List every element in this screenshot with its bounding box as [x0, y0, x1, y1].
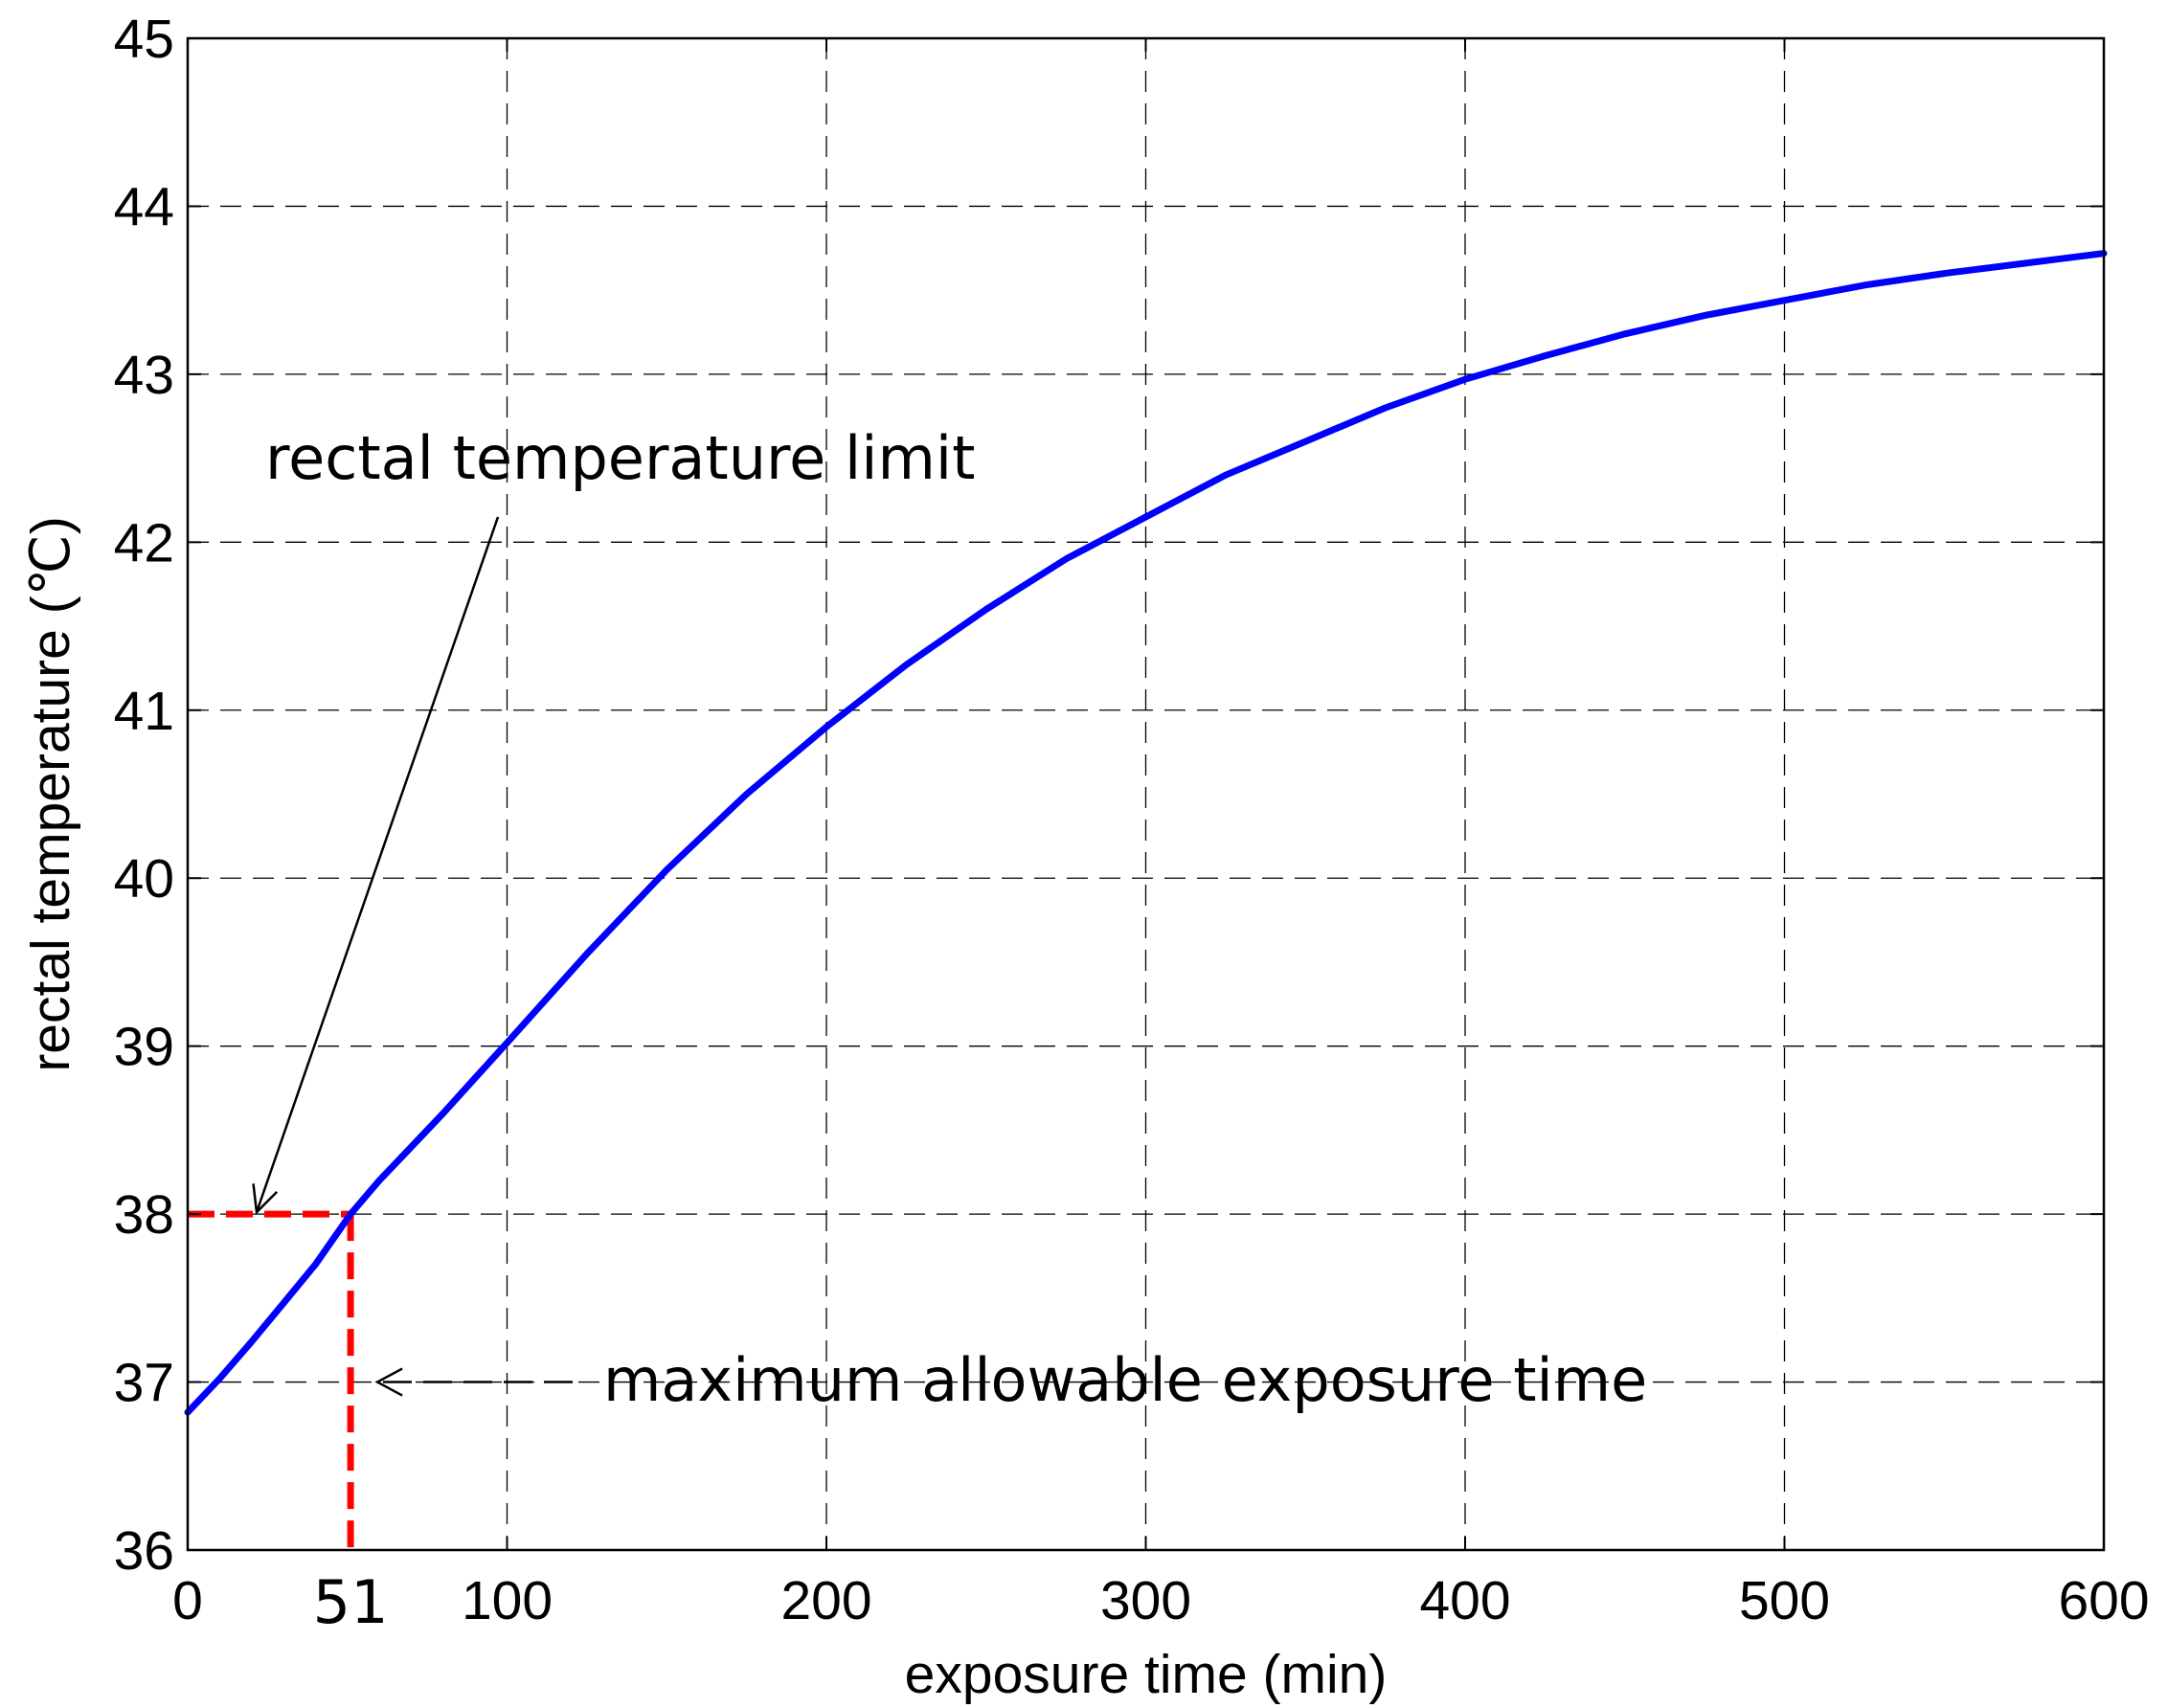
y-tick-label: 45 — [114, 9, 174, 70]
x-tick-label: 300 — [1100, 1570, 1191, 1631]
rectal-temperature-limit-annotation: rectal temperature limit — [265, 423, 975, 493]
y-tick-label: 39 — [114, 1017, 174, 1078]
y-tick-label: 37 — [114, 1353, 174, 1414]
y-tick-label: 36 — [114, 1520, 174, 1582]
time-arrow-head — [374, 1367, 403, 1397]
x-tick-label: 100 — [462, 1570, 553, 1631]
reference-lines — [188, 1210, 354, 1550]
annotations: rectal temperature limit maximum allowab… — [252, 423, 1647, 1637]
max-exposure-time-annotation: maximum allowable exposure time — [603, 1345, 1647, 1415]
y-tick-label: 41 — [114, 681, 174, 742]
series-layer — [184, 250, 2108, 1416]
y-tick-label: 42 — [114, 512, 174, 573]
axis-ticks: 0 100 200 300 400 500 600 36 37 38 39 40 41 42 43 44 45 — [114, 9, 2150, 1631]
y-tick-label: 44 — [114, 176, 174, 237]
y-tick-label: 40 — [114, 848, 174, 910]
x-axis-title: exposure time (min) — [905, 1644, 1388, 1705]
y-tick-label: 38 — [114, 1184, 174, 1246]
x-tick-label: 200 — [780, 1570, 871, 1631]
y-axis-title: rectal temperature (℃) — [20, 516, 81, 1071]
time-marker-label: 51 — [313, 1567, 389, 1637]
limit-arrow-head — [252, 1183, 279, 1215]
x-tick-label: 0 — [172, 1570, 203, 1631]
series-line — [184, 250, 2108, 1416]
x-tick-label: 600 — [2058, 1570, 2149, 1631]
grid — [188, 38, 2104, 1550]
y-tick-label: 43 — [114, 345, 174, 406]
x-tick-label: 400 — [1419, 1570, 1510, 1631]
x-tick-label: 500 — [1739, 1570, 1830, 1631]
limit-arrow-line — [255, 516, 500, 1213]
